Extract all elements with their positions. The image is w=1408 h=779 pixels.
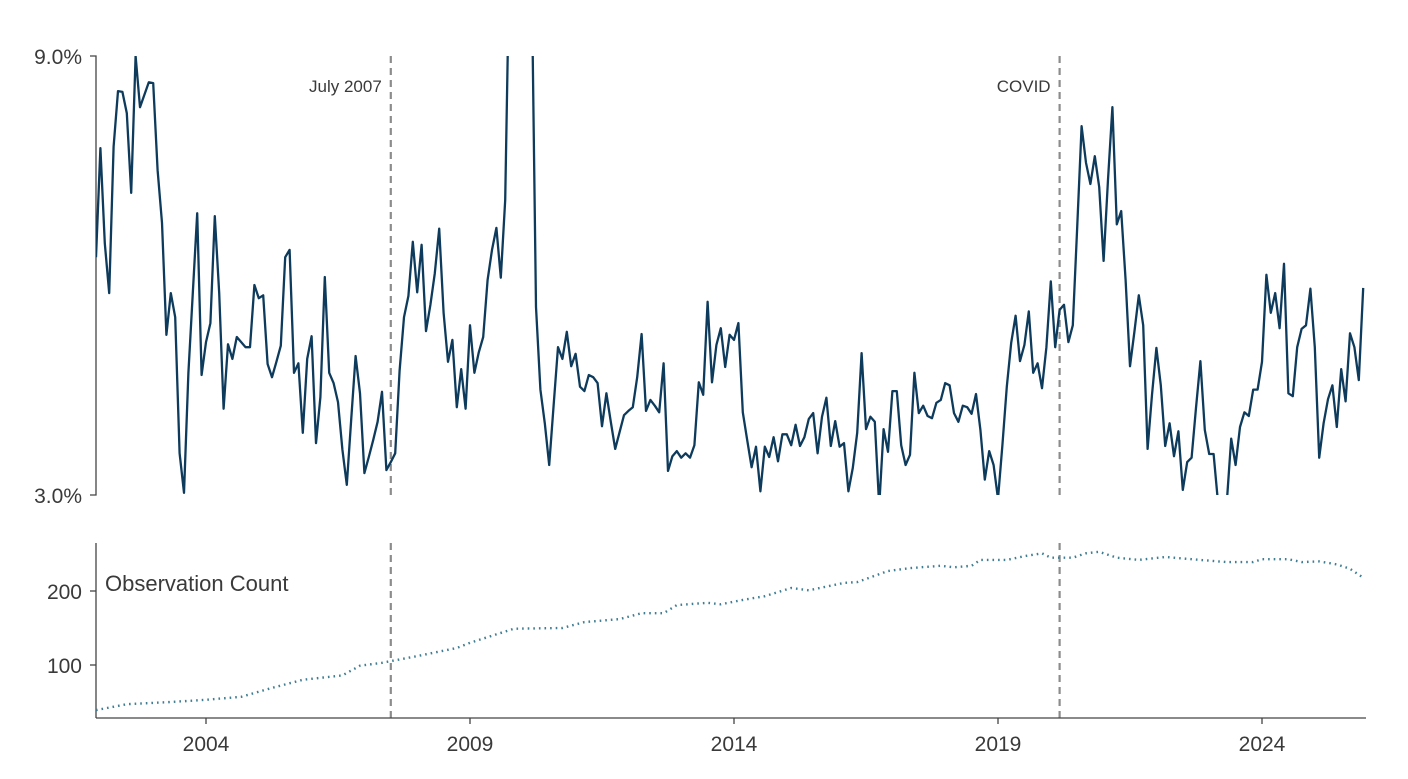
rate-y-tick-label-top: 9.0% [34, 46, 82, 69]
x-tick-label-2014: 2014 [711, 733, 758, 756]
count-series-line [95, 550, 1364, 712]
x-tick-label-2024: 2024 [1239, 733, 1286, 756]
event-label-covid: COVID [997, 77, 1051, 96]
count-y-tick-label-100: 100 [47, 655, 82, 678]
x-axis-ticks: 2004 2009 2014 2019 2024 [183, 718, 1286, 756]
rate-panel: 9.0% 3.0% July 2007 COVID [34, 46, 1365, 508]
x-tick-label-2019: 2019 [975, 733, 1022, 756]
count-panel: 200 100 Observation Count 2004 2009 2014 20… [47, 543, 1366, 756]
x-tick-label-2004: 2004 [183, 733, 230, 756]
count-y-tick-label-200: 200 [47, 581, 82, 604]
x-tick-label-2009: 2009 [447, 733, 494, 756]
event-label-july-2007: July 2007 [309, 77, 382, 96]
rate-series-line [96, 56, 1365, 495]
rate-y-axis [90, 55, 97, 496]
count-panel-title: Observation Count [105, 571, 288, 596]
rate-y-tick-label-bottom: 3.0% [34, 485, 82, 508]
